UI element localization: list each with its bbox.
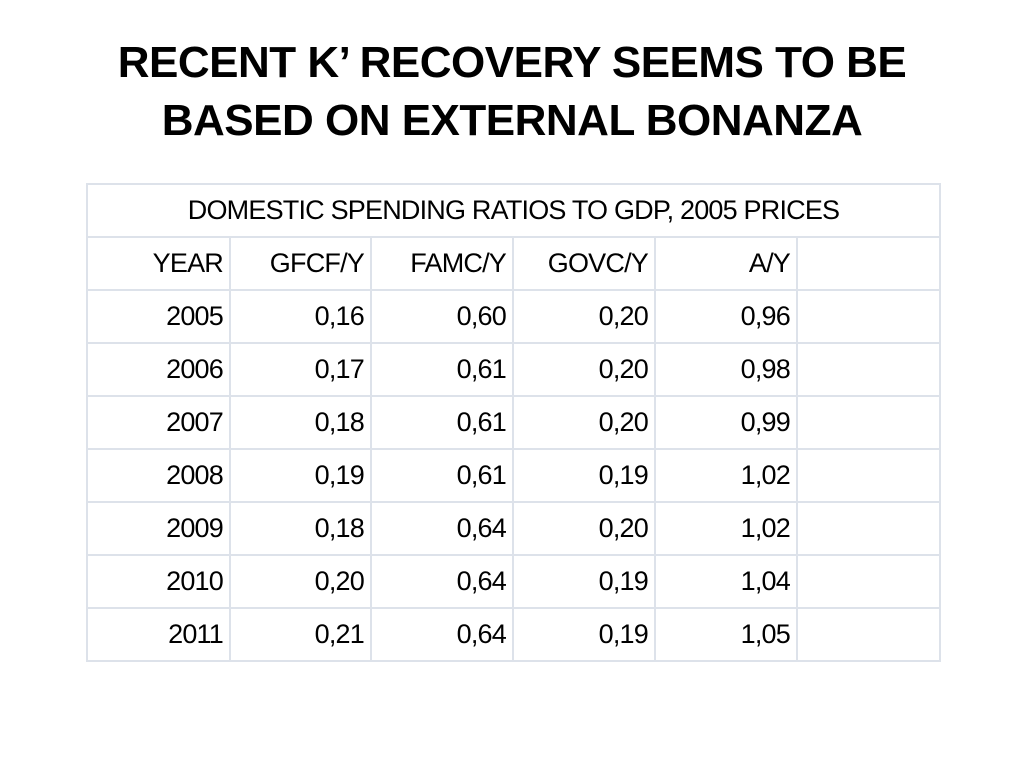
table-cell: 0,17 <box>229 342 372 397</box>
table-cell: 0,60 <box>370 289 514 344</box>
slide-title-line-2: BASED ON EXTERNAL BONANZA <box>161 96 863 145</box>
table-header-row: YEAR GFCF/Y FAMC/Y GOVC/Y A/Y <box>86 236 942 291</box>
table-cell <box>795 607 942 662</box>
table-cell: 0,61 <box>370 395 514 450</box>
table-cell: 1,04 <box>654 554 798 609</box>
table-cell: 0,19 <box>229 448 372 503</box>
table-cell <box>795 342 942 397</box>
table-cell: 0,61 <box>370 448 514 503</box>
table-row: 2007 0,18 0,61 0,20 0,99 <box>86 395 942 450</box>
table-cell: 1,02 <box>654 501 798 556</box>
table-cell <box>795 395 942 450</box>
table-row: 2011 0,21 0,64 0,19 1,05 <box>86 607 942 662</box>
table-cell: 0,99 <box>654 395 798 450</box>
header-cell-empty <box>795 236 942 291</box>
table-row: 2010 0,20 0,64 0,19 1,04 <box>86 554 942 609</box>
table-cell: 0,19 <box>512 607 656 662</box>
table-cell: 0,20 <box>512 501 656 556</box>
table-cell: 0,21 <box>229 607 372 662</box>
table-caption: DOMESTIC SPENDING RATIOS TO GDP, 2005 PR… <box>85 183 942 238</box>
table-cell: 2010 <box>86 554 231 609</box>
table-cell: 0,18 <box>229 501 372 556</box>
table-cell: 0,19 <box>512 448 656 503</box>
table-cell: 0,20 <box>512 395 656 450</box>
table-cell: 0,20 <box>512 342 656 397</box>
header-cell-famc-y: FAMC/Y <box>370 236 514 291</box>
table-cell: 2005 <box>86 289 231 344</box>
table-row: 2009 0,18 0,64 0,20 1,02 <box>86 501 942 556</box>
table-cell: 2008 <box>86 448 231 503</box>
table-cell: 0,16 <box>229 289 372 344</box>
table-cell: 0,19 <box>512 554 656 609</box>
slide-title: RECENT K’ RECOVERY SEEMS TO BE BASED ON … <box>40 34 984 150</box>
table-cell: 0,20 <box>229 554 372 609</box>
table-row: 2008 0,19 0,61 0,19 1,02 <box>86 448 942 503</box>
table-cell: 1,05 <box>654 607 798 662</box>
table-cell: 2009 <box>86 501 231 556</box>
table-cell: 0,64 <box>370 554 514 609</box>
table-cell: 2007 <box>86 395 231 450</box>
table-cell <box>795 554 942 609</box>
table-cell <box>795 501 942 556</box>
table-cell: 0,64 <box>370 607 514 662</box>
table-cell: 0,64 <box>370 501 514 556</box>
slide-title-line-1: RECENT K’ RECOVERY SEEMS TO BE <box>117 38 907 87</box>
table-cell: 0,18 <box>229 395 372 450</box>
spending-ratios-table-container: DOMESTIC SPENDING RATIOS TO GDP, 2005 PR… <box>85 183 942 681</box>
table-row: 2006 0,17 0,61 0,20 0,98 <box>86 342 942 397</box>
table-cell <box>795 448 942 503</box>
header-cell-a-y: A/Y <box>654 236 798 291</box>
table-cell: 0,98 <box>654 342 798 397</box>
table-cell: 1,02 <box>654 448 798 503</box>
header-cell-govc-y: GOVC/Y <box>512 236 656 291</box>
table-row: 2005 0,16 0,60 0,20 0,96 <box>86 289 942 344</box>
table-cell: 0,20 <box>512 289 656 344</box>
header-cell-gfcf-y: GFCF/Y <box>229 236 372 291</box>
table-cell: 0,96 <box>654 289 798 344</box>
header-cell-year: YEAR <box>86 236 231 291</box>
table-caption-row: DOMESTIC SPENDING RATIOS TO GDP, 2005 PR… <box>85 183 942 238</box>
table-cell: 2006 <box>86 342 231 397</box>
table-cell <box>795 289 942 344</box>
spending-ratios-table: DOMESTIC SPENDING RATIOS TO GDP, 2005 PR… <box>85 183 942 662</box>
table-cell: 2011 <box>86 607 231 662</box>
table-cell: 0,61 <box>370 342 514 397</box>
